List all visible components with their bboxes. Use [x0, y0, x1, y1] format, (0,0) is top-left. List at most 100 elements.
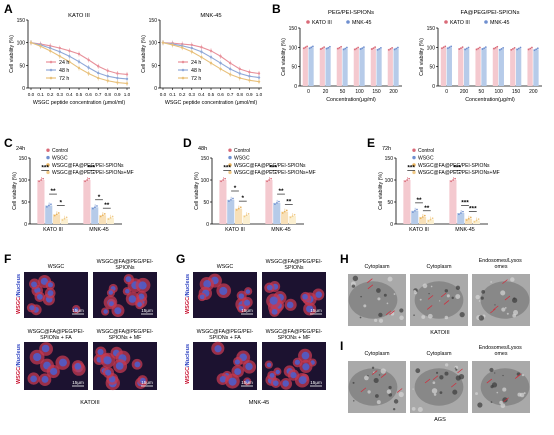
bar — [359, 48, 365, 86]
bar — [498, 48, 504, 86]
bar — [419, 216, 427, 224]
replicate-dot — [99, 215, 102, 218]
cell-nucleus — [301, 351, 310, 360]
replicate-dot — [276, 202, 278, 204]
tem-texture — [392, 407, 396, 411]
replicate-dot — [421, 216, 424, 218]
tem-texture — [489, 367, 494, 373]
cell-nucleus — [266, 362, 272, 368]
cell-nucleus — [138, 293, 145, 300]
tem-arrow — [427, 295, 434, 300]
bar — [353, 48, 359, 86]
replicate-dot — [285, 209, 288, 212]
legend-marker — [228, 155, 232, 160]
tem-texture — [373, 377, 379, 383]
replicate-dot — [419, 217, 422, 220]
replicate-dot — [450, 180, 452, 183]
bar — [60, 218, 68, 224]
replicate-dot — [38, 180, 40, 183]
x-tick-label: 0.3 — [189, 92, 196, 97]
tem-panel-tem_I: Cytoplasm Cytoplasm Endosomes/Lysos omes AG… — [348, 345, 530, 423]
cell-nucleus — [219, 286, 228, 296]
y-tick-label: 0 — [154, 86, 157, 92]
legend-label: WSGC@FA@PEG/PEI-SPIONs — [234, 163, 306, 169]
tem-arrow — [451, 382, 457, 388]
tem-texture — [417, 406, 423, 412]
tem-texture — [419, 298, 422, 301]
legend-label: MNK-45 — [490, 20, 509, 26]
bar — [242, 215, 250, 224]
replicate-dot — [498, 48, 501, 51]
x-tick-label: 0.7 — [227, 92, 234, 97]
replicate-dot — [278, 200, 280, 203]
x-tick-label: 100 — [494, 89, 503, 95]
bar — [403, 180, 411, 224]
replicate-dot — [42, 177, 44, 180]
tem-label-line: Endosomes/Lysos — [479, 345, 524, 351]
y-tick-label: 100 — [289, 45, 298, 51]
cell-nucleus — [108, 290, 113, 295]
tem-texture — [393, 399, 399, 404]
significance-label: *** — [453, 164, 461, 171]
cell-nucleus — [103, 356, 112, 365]
tem-texture — [478, 315, 485, 321]
replicate-dot — [458, 48, 461, 50]
cell-nucleus — [203, 280, 212, 288]
replicate-dot — [274, 203, 276, 206]
cell-nucleus — [37, 294, 43, 300]
tem-texture — [352, 275, 359, 282]
bar — [37, 180, 45, 224]
replicate-dot — [342, 48, 345, 51]
legend-marker — [412, 170, 416, 175]
tem-arrow — [503, 397, 509, 403]
cell-nucleus — [219, 375, 227, 383]
tem-texture — [519, 392, 525, 398]
panel-letter-c: C — [4, 136, 13, 150]
legend-label: WSGC — [52, 155, 68, 161]
replicate-dot — [109, 216, 112, 219]
replicate-dot — [107, 218, 110, 221]
replicate-dot — [235, 209, 238, 211]
significance-label: ** — [50, 188, 56, 195]
cell-nucleus — [272, 380, 279, 386]
tem-texture — [415, 368, 421, 374]
replicate-dot — [444, 45, 447, 48]
replicate-dot — [475, 219, 478, 222]
bar — [472, 220, 480, 224]
y-tick-label: 150 — [385, 156, 394, 162]
y-tick-label: 100 — [427, 45, 436, 51]
bar — [273, 202, 281, 224]
bar — [426, 219, 434, 224]
bar — [370, 48, 376, 86]
replicate-dot — [431, 217, 434, 220]
tem-arrow — [371, 370, 378, 375]
cell-nucleus — [59, 358, 67, 367]
cell-nucleus — [302, 363, 310, 371]
replicate-dot — [502, 47, 505, 49]
replicate-dot — [493, 47, 495, 50]
tem-arrow — [486, 378, 493, 384]
cell-nucleus — [41, 375, 49, 383]
scale-bar-label: 15μm — [72, 380, 84, 385]
replicate-dot — [464, 48, 467, 51]
tem-texture — [388, 385, 392, 390]
y-axis-label: Cell viability (%) — [9, 35, 15, 73]
replicate-dot — [412, 211, 414, 213]
tile-title-line: WSGC — [48, 264, 65, 270]
tem-texture — [390, 311, 395, 316]
tem-arrow — [367, 278, 373, 283]
significance-label: * — [98, 194, 101, 201]
x-axis-label: WSGC peptide concentration (μmol/ml) — [165, 100, 257, 106]
replicate-dot — [243, 215, 246, 218]
tem-arrow — [432, 375, 439, 381]
legend-marker — [49, 60, 53, 64]
tem-texture — [387, 276, 393, 282]
side-label-blue: /Nucleus — [185, 274, 191, 297]
tem-texture — [378, 374, 381, 376]
side-label: WSGC/Nucleus — [16, 274, 22, 314]
tem-texture — [439, 391, 443, 394]
cell-nucleus — [47, 282, 53, 288]
replicate-dot — [387, 48, 390, 51]
tem-texture — [428, 293, 430, 295]
